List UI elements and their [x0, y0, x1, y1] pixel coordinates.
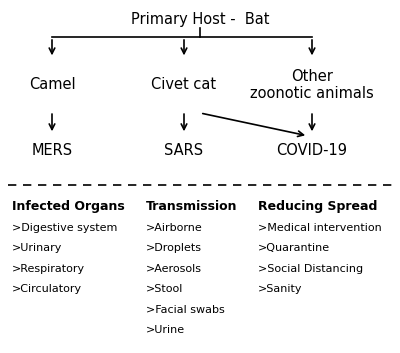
Text: SARS: SARS [164, 143, 204, 157]
Text: MERS: MERS [32, 143, 72, 157]
Text: >Stool: >Stool [146, 284, 183, 294]
Text: Reducing Spread: Reducing Spread [258, 200, 377, 213]
Text: Camel: Camel [29, 77, 75, 92]
Text: >Circulatory: >Circulatory [12, 284, 82, 294]
Text: >Urine: >Urine [146, 325, 185, 335]
Text: Other
zoonotic animals: Other zoonotic animals [250, 68, 374, 101]
Text: Transmission: Transmission [146, 200, 238, 213]
Text: >Medical intervention: >Medical intervention [258, 223, 382, 233]
Text: >Urinary: >Urinary [12, 243, 62, 253]
Text: >Airborne: >Airborne [146, 223, 203, 233]
Text: Civet cat: Civet cat [152, 77, 216, 92]
Text: >Quarantine: >Quarantine [258, 243, 330, 253]
Text: >Digestive system: >Digestive system [12, 223, 117, 233]
Text: >Facial swabs: >Facial swabs [146, 305, 225, 315]
Text: Primary Host -  Bat: Primary Host - Bat [131, 12, 269, 27]
Text: >Respiratory: >Respiratory [12, 264, 85, 274]
Text: COVID-19: COVID-19 [276, 143, 348, 157]
Text: Infected Organs: Infected Organs [12, 200, 125, 213]
Text: >Droplets: >Droplets [146, 243, 202, 253]
Text: >Aerosols: >Aerosols [146, 264, 202, 274]
Text: >Social Distancing: >Social Distancing [258, 264, 363, 274]
Text: >Sanity: >Sanity [258, 284, 302, 294]
